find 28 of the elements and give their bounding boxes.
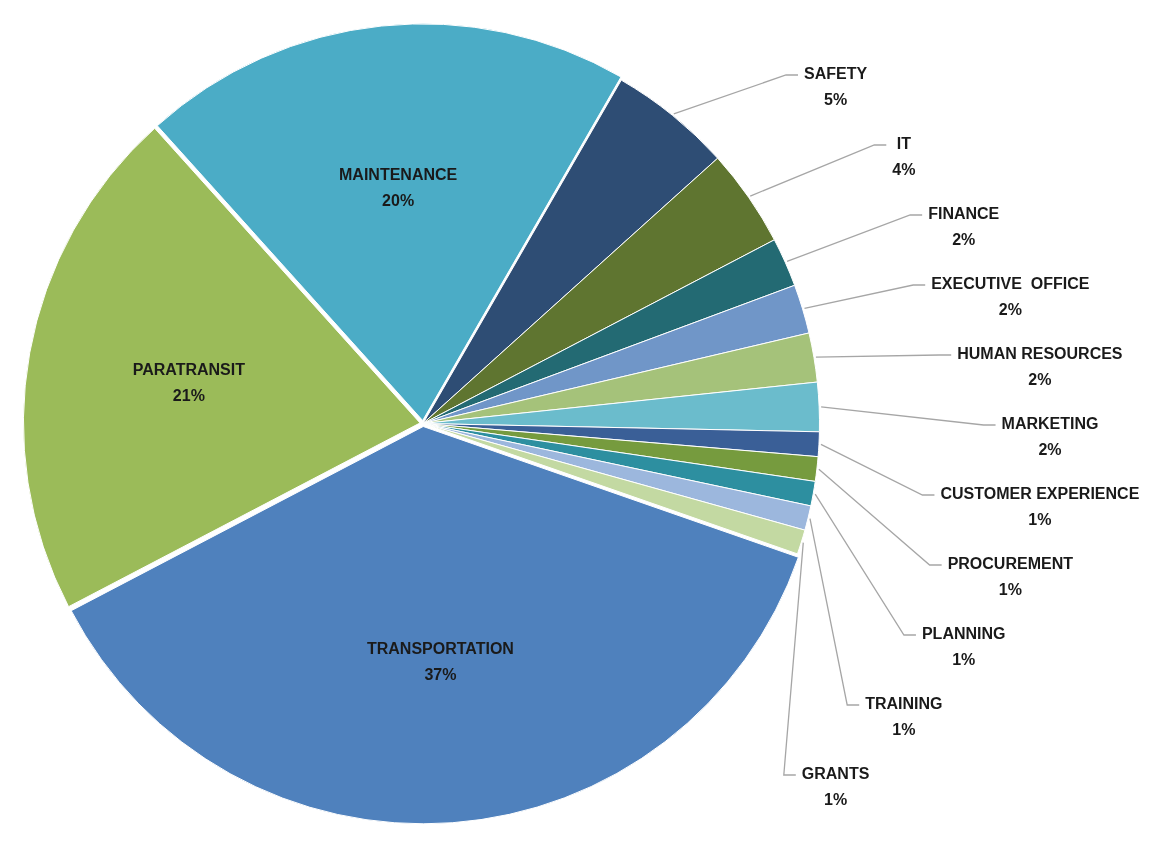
- data-label: 1%: [824, 791, 848, 809]
- slice-label: IT: [896, 135, 912, 153]
- data-label: 37%: [424, 666, 457, 684]
- slice-label: MARKETING: [1001, 415, 1099, 433]
- data-label: 1%: [998, 581, 1022, 599]
- data-label: 21%: [172, 386, 205, 404]
- slice-label: TRAINING: [865, 695, 943, 713]
- data-label: 2%: [1038, 441, 1062, 459]
- data-label: 1%: [892, 721, 916, 739]
- slice-label: SAFETY: [804, 65, 868, 83]
- slice-label: PROCUREMENT: [947, 555, 1074, 573]
- slice-label: PLANNING: [921, 625, 1006, 643]
- slice-label: HUMAN RESOURCES: [957, 345, 1123, 363]
- slice-label: MAINTENANCE: [339, 166, 458, 184]
- data-label: 20%: [382, 192, 415, 210]
- slice-label: PARATRANSIT: [132, 360, 246, 378]
- data-label: 2%: [1028, 371, 1052, 389]
- slice-label: FINANCE: [928, 205, 1000, 223]
- data-label: 4%: [892, 161, 916, 179]
- data-label: 2%: [998, 301, 1022, 319]
- slice-label: GRANTS: [801, 765, 870, 783]
- slice-label: EXECUTIVE OFFICE: [931, 275, 1090, 293]
- slice-label: CUSTOMER EXPERIENCE: [940, 485, 1140, 503]
- data-label: 2%: [952, 231, 976, 249]
- data-label: 1%: [952, 651, 976, 669]
- data-label: 1%: [1028, 511, 1052, 529]
- data-label: 5%: [824, 91, 848, 109]
- slice-label: TRANSPORTATION: [366, 640, 514, 658]
